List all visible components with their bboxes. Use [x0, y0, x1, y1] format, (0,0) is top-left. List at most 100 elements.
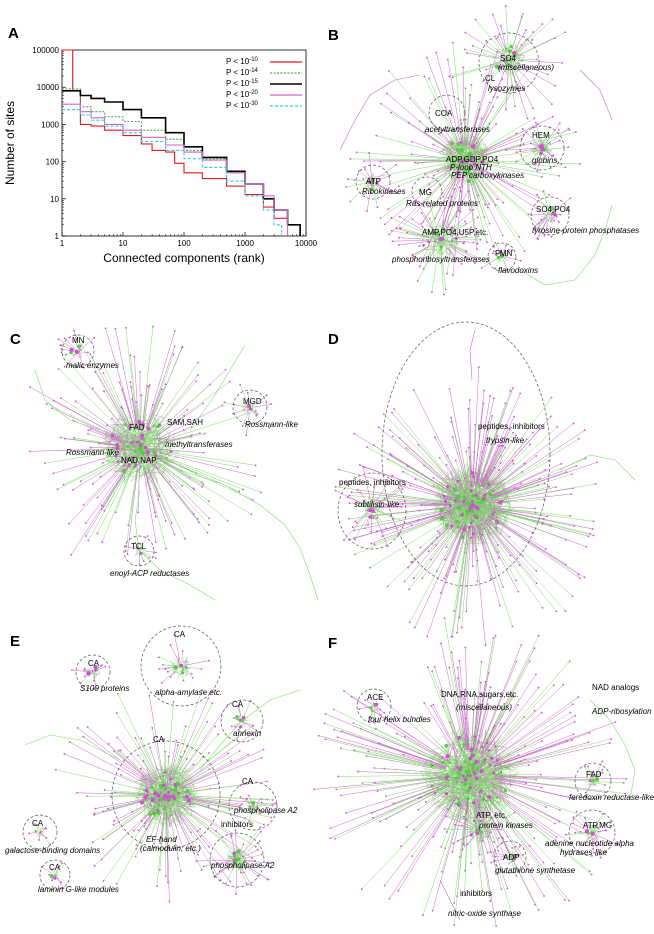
network-node — [104, 327, 107, 330]
network-node — [127, 524, 130, 527]
network-edge — [519, 204, 613, 286]
network-edge — [148, 403, 163, 431]
network-edge — [429, 220, 446, 240]
network-node — [139, 371, 141, 373]
network-node — [474, 493, 478, 498]
network-node — [504, 5, 507, 7]
network-node — [260, 801, 263, 804]
network-node — [452, 159, 456, 163]
network-node — [247, 403, 251, 408]
network-edge — [156, 403, 204, 437]
network-node — [103, 789, 106, 791]
network-node — [515, 160, 518, 163]
network-node — [245, 882, 248, 885]
network-edge — [376, 175, 391, 181]
network-edge — [180, 760, 232, 788]
network-node — [452, 229, 456, 233]
y-axis-label: Number of sites — [3, 101, 17, 185]
network-edge — [546, 128, 569, 145]
network-node — [195, 380, 198, 383]
network-node — [511, 84, 514, 87]
network-node — [163, 793, 168, 798]
network-node — [406, 465, 409, 468]
network-node — [380, 102, 382, 105]
network-edge — [409, 98, 456, 150]
network-node — [492, 13, 494, 16]
network-edge — [441, 207, 446, 230]
network-node — [577, 573, 580, 576]
network-node — [480, 170, 484, 174]
network-edge — [472, 84, 518, 149]
network-edge — [474, 150, 481, 179]
network-node — [165, 439, 168, 441]
network-node — [518, 564, 521, 566]
network-node — [87, 429, 90, 432]
network-node — [242, 488, 244, 491]
network-edge — [245, 403, 249, 414]
network-node — [357, 170, 360, 172]
network-node — [461, 176, 465, 179]
network-node — [230, 725, 233, 728]
network-edge — [443, 239, 450, 243]
network-edge — [376, 183, 398, 194]
network-edge — [474, 170, 504, 203]
network-node — [542, 190, 545, 193]
network-node — [236, 466, 239, 468]
network-node — [511, 387, 514, 390]
network-edge — [105, 429, 119, 451]
network-node — [243, 871, 245, 874]
network-edge — [134, 489, 216, 601]
network-node — [491, 252, 494, 255]
network-edge — [530, 143, 537, 146]
network-node — [507, 49, 512, 54]
network-node — [149, 746, 152, 749]
network-node — [139, 450, 142, 454]
network-node — [548, 194, 551, 196]
network-edge — [531, 140, 543, 155]
network-node — [135, 848, 138, 850]
network-node — [453, 516, 456, 518]
network-edge — [417, 249, 435, 282]
network-edge — [456, 156, 465, 171]
network-node — [505, 63, 510, 68]
network-node — [498, 65, 502, 70]
network-node — [149, 804, 152, 807]
network-edge — [427, 228, 452, 235]
network-node — [334, 485, 337, 488]
network-panel-d — [334, 329, 636, 647]
network-node — [434, 436, 436, 439]
network-node — [488, 101, 491, 104]
network-edge — [472, 171, 520, 238]
network-node — [478, 101, 480, 103]
network-node — [521, 127, 524, 130]
network-node — [161, 798, 163, 800]
network-node — [246, 391, 249, 394]
network-node — [337, 468, 340, 471]
network-node — [146, 454, 149, 457]
network-node — [367, 180, 372, 185]
network-node — [141, 422, 145, 427]
network-edge — [511, 13, 524, 52]
network-node — [519, 259, 522, 262]
network-node — [496, 255, 500, 259]
network-edge — [79, 353, 81, 357]
network-node — [432, 143, 435, 146]
network-node — [592, 534, 595, 537]
network-node — [553, 84, 556, 87]
network-node — [263, 823, 265, 826]
network-node — [175, 739, 178, 742]
network-node — [358, 464, 361, 466]
network-node — [535, 454, 538, 457]
network-edge — [494, 259, 501, 269]
network-node — [459, 159, 464, 164]
network-edge — [102, 455, 122, 464]
network-edge — [499, 57, 502, 60]
network-node — [483, 389, 486, 392]
network-node — [138, 446, 141, 450]
network-node — [491, 490, 494, 493]
panel-label-e: E — [10, 633, 20, 650]
network-node — [541, 23, 544, 25]
network-edge — [44, 450, 121, 464]
network-node — [388, 233, 391, 236]
network-edge — [350, 158, 452, 161]
